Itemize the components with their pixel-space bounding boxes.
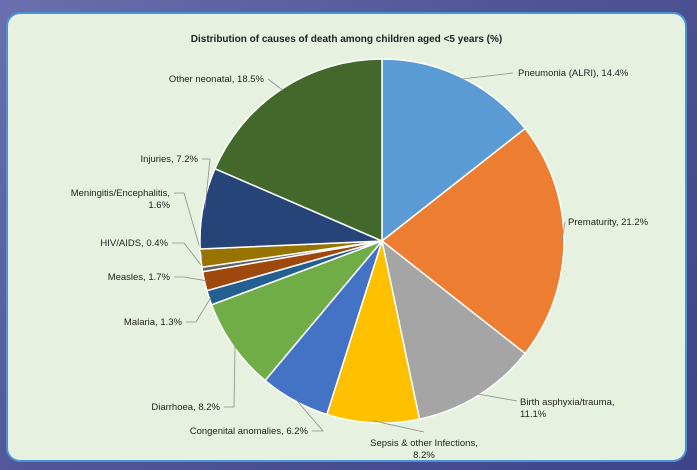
leader-line-meningitis-encephalitis bbox=[174, 192, 204, 259]
pie-slice-other-neonatal bbox=[213, 58, 383, 243]
leader-line-malaria bbox=[186, 296, 212, 323]
data-label-congenital-anomalies: Congenital anomalies, 6.2% bbox=[190, 426, 309, 437]
data-label-injuries: Injuries, 7.2% bbox=[140, 154, 198, 165]
pie-chart: Pneumonia (ALRI), 14.4% Prematurity, 21.2… bbox=[71, 58, 649, 461]
leader-line-congenital-anomalies bbox=[294, 398, 324, 432]
data-label-birth-asphyxia-trauma: Birth asphyxia/trauma, 11.1% bbox=[520, 397, 615, 420]
data-label-pneumonia-alri: Pneumonia (ALRI), 14.4% bbox=[518, 68, 629, 79]
data-label-diarrhoea: Diarrhoea, 8.2% bbox=[151, 402, 220, 413]
chart-card: Distribution of causes of death among ch… bbox=[6, 12, 687, 462]
data-label-measles: Measles, 1.7% bbox=[108, 272, 171, 283]
data-label-other-neonatal: Other neonatal, 18.5% bbox=[169, 74, 265, 85]
leader-line-hiv-aids bbox=[172, 242, 205, 270]
pie-slice-diarrhoea bbox=[210, 239, 385, 382]
leader-line-prematurity bbox=[561, 221, 566, 242]
leader-line-sepsis-other-infections bbox=[372, 420, 425, 433]
leader-line-measles bbox=[174, 276, 207, 282]
chart-title: Distribution of causes of death among ch… bbox=[190, 34, 503, 45]
leader-line-pneumonia-alri bbox=[460, 72, 514, 80]
leader-line-diarrhoea bbox=[224, 344, 236, 408]
data-label-sepsis-other-infections: Sepsis & other Infections, 8.2% bbox=[370, 438, 478, 461]
pie-slice-birth-asphyxia-trauma bbox=[380, 239, 527, 420]
data-label-hiv-aids: HIV/AIDS, 0.4% bbox=[100, 238, 168, 249]
pie-slice-sepsis-other-infections bbox=[325, 238, 421, 424]
data-label-malaria: Malaria, 1.3% bbox=[124, 317, 183, 328]
pie-slice-prematurity bbox=[380, 127, 565, 355]
data-label-prematurity: Prematurity, 21.2% bbox=[568, 217, 649, 228]
leader-line-other-neonatal bbox=[267, 78, 284, 91]
pie-slice-pneumonia-alri bbox=[381, 58, 527, 243]
data-label-meningitis-encephalitis: Meningitis/Encephalitis, 1.6% bbox=[71, 188, 171, 211]
leader-line-birth-asphyxia-trauma bbox=[476, 393, 518, 402]
leader-line-injuries bbox=[202, 158, 211, 209]
